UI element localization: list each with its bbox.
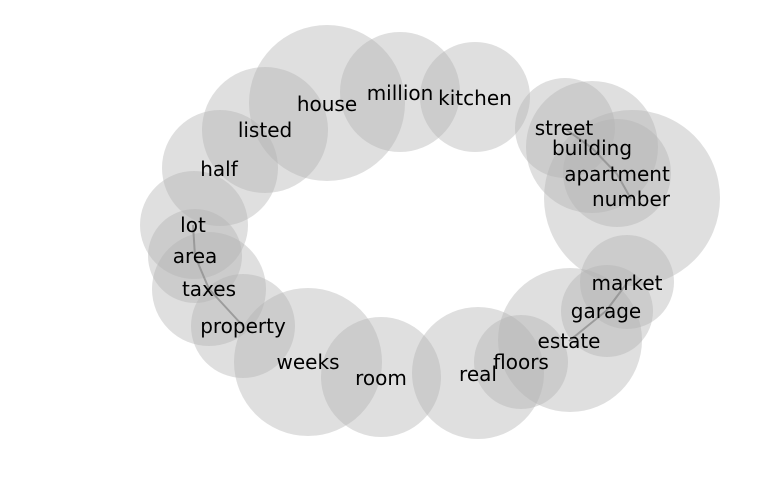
link-layer <box>192 127 632 342</box>
word-label-apartment: apartment <box>564 162 670 186</box>
link-apartment-number <box>616 173 632 200</box>
word-label-taxes: taxes <box>182 277 236 301</box>
bubble-weeks <box>234 288 382 436</box>
word-label-area: area <box>173 244 218 268</box>
bubble-real <box>412 307 544 439</box>
bubble-house <box>249 25 405 181</box>
word-label-number: number <box>592 187 671 211</box>
link-area-taxes <box>194 255 210 290</box>
bubble-floors <box>474 315 568 409</box>
label-layer: house million kitchen streetbuildingapartme… <box>173 81 671 390</box>
link-street-building <box>563 127 593 149</box>
word-label-street: street <box>535 116 594 140</box>
bubble-market <box>580 235 674 329</box>
bubble-kitchen <box>420 42 530 152</box>
word-label-kitchen: kitchen <box>438 86 512 110</box>
word-label-half: half <box>200 157 238 181</box>
word-label-garage: garage <box>571 299 641 323</box>
bubble-number <box>544 110 720 286</box>
bubble-million <box>340 32 460 152</box>
link-garage-estate <box>568 310 607 342</box>
word-label-room: room <box>355 366 407 390</box>
link-taxes-property <box>208 288 244 327</box>
word-label-weeks: weeks <box>277 350 340 374</box>
word-label-property: property <box>200 314 286 338</box>
word-label-building: building <box>552 136 632 160</box>
word-label-floors: floors <box>493 350 549 374</box>
word-label-house: house <box>297 92 357 116</box>
word-label-market: market <box>592 271 663 295</box>
word-label-million: million <box>367 81 434 105</box>
link-market-garage <box>605 282 628 312</box>
bubble-half <box>162 110 278 226</box>
link-building-apartment <box>591 147 618 175</box>
bubble-listed <box>202 67 328 193</box>
link-lot-area <box>192 224 196 257</box>
word-label-estate: estate <box>538 329 601 353</box>
word-label-lot: lot <box>180 213 206 237</box>
bubble-room <box>321 317 441 437</box>
word-label-real: real <box>459 362 497 386</box>
word-label-listed: listed <box>238 118 292 142</box>
